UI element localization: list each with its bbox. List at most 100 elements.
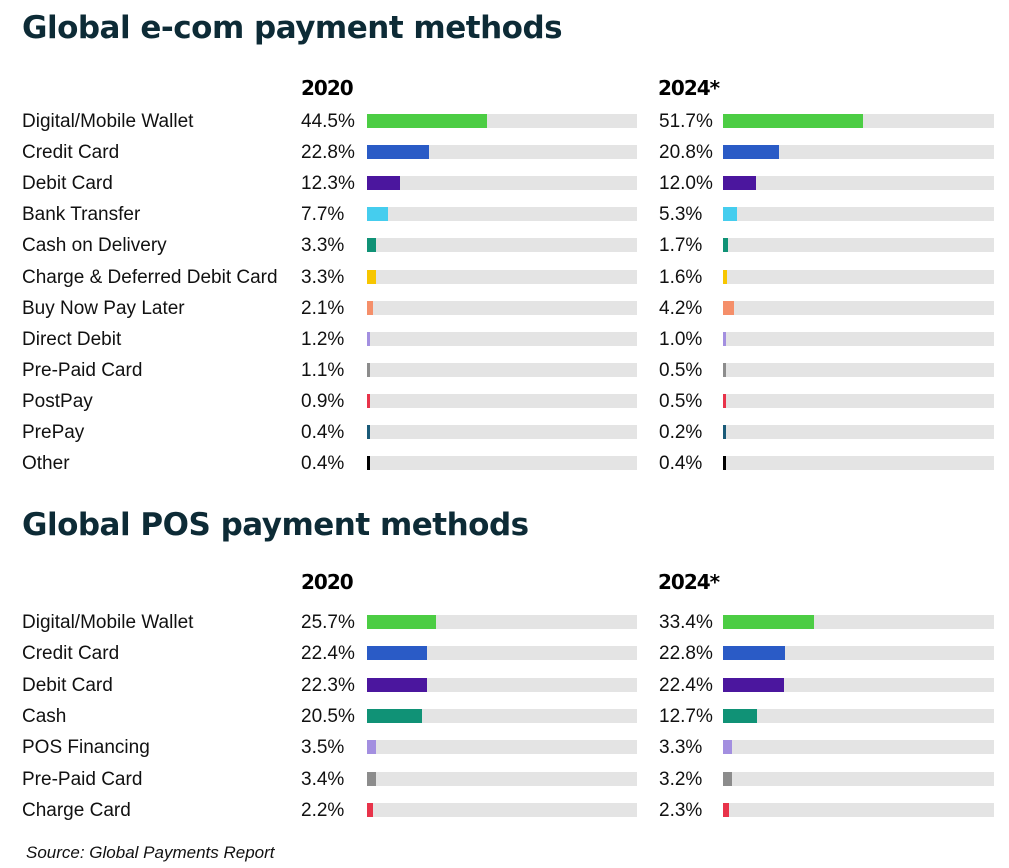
value-label: 2.3%: [659, 799, 703, 821]
value-label: 3.3%: [301, 235, 345, 257]
value-label: 3.2%: [659, 768, 703, 790]
bar-row: Digital/Mobile Wallet 44.5% 51.7%: [0, 108, 1009, 139]
value-label: 25.7%: [301, 612, 355, 633]
value-label: 0.5%: [659, 390, 703, 412]
value-label: 4.2%: [659, 297, 703, 319]
value-label: 3.4%: [301, 768, 345, 790]
bar: [367, 456, 370, 471]
bar: [723, 114, 864, 128]
value-label: 1.6%: [659, 266, 703, 288]
bar-row: Buy Now Pay Later 2.1% 4.2%: [0, 295, 1009, 326]
value-label: 3.3%: [659, 737, 703, 759]
bar-track: [723, 708, 994, 723]
bar-track: [723, 456, 994, 471]
bar-track: [367, 238, 637, 253]
bar: [367, 176, 401, 191]
bar: [367, 207, 388, 222]
bar-track: [367, 362, 637, 377]
value-label: 1.1%: [301, 359, 345, 381]
bar: [723, 802, 730, 817]
bar-row: Cash 20.5% 12.7%: [0, 703, 1009, 734]
bar-track: [723, 615, 994, 629]
bar: [723, 300, 735, 315]
value-label: 5.3%: [659, 204, 703, 226]
value-label: 0.5%: [659, 359, 703, 381]
bar-row: PostPay 0.9% 0.5%: [0, 388, 1009, 419]
bar-track: [723, 176, 994, 191]
value-label: 51.7%: [659, 111, 713, 132]
bar-row: PrePay 0.4% 0.2%: [0, 419, 1009, 450]
value-label: 22.8%: [659, 643, 713, 665]
category-label: Cash on Delivery: [22, 235, 167, 257]
value-label: 0.4%: [659, 453, 703, 475]
year-header-2024: 2024*: [658, 76, 720, 100]
bar-row: Direct Debit 1.2% 1.0%: [0, 326, 1009, 357]
bar-row: POS Financing 3.5% 3.3%: [0, 734, 1009, 765]
bar-track: [367, 425, 637, 439]
bar-track: [723, 331, 994, 346]
bar-row: Bank Transfer 7.7% 5.3%: [0, 201, 1009, 232]
value-label: 33.4%: [659, 612, 713, 633]
bar: [723, 269, 728, 284]
bar-track: [367, 615, 637, 629]
bar-track: [723, 393, 994, 408]
value-label: 0.4%: [301, 422, 345, 443]
category-label: Pre-Paid Card: [22, 768, 143, 790]
value-label: 7.7%: [301, 204, 345, 226]
bar-track: [367, 300, 637, 315]
bar-row: Credit Card 22.8% 20.8%: [0, 139, 1009, 170]
bar: [367, 677, 428, 692]
value-label: 44.5%: [301, 111, 355, 132]
bar: [367, 708, 423, 723]
bar-track: [723, 207, 994, 222]
value-label: 1.7%: [659, 235, 703, 257]
bar: [723, 425, 726, 439]
bar-row: Pre-Paid Card 1.1% 0.5%: [0, 357, 1009, 388]
bar-track: [367, 646, 637, 661]
bar: [723, 207, 738, 222]
chart-title: Global POS payment methods: [22, 507, 529, 543]
bar: [367, 114, 488, 128]
category-label: Debit Card: [22, 173, 113, 195]
bar: [367, 646, 428, 661]
category-label: PrePay: [22, 422, 85, 443]
category-label: Debit Card: [22, 674, 113, 696]
value-label: 1.0%: [659, 328, 703, 350]
bar-row: Digital/Mobile Wallet 25.7% 33.4%: [0, 609, 1009, 640]
bar: [367, 362, 370, 377]
value-label: 22.4%: [301, 643, 355, 665]
value-label: 3.5%: [301, 737, 345, 759]
bar-track: [723, 269, 994, 284]
bar-track: [367, 456, 637, 471]
value-label: 2.2%: [301, 799, 345, 821]
bar-track: [723, 114, 994, 128]
value-label: 0.2%: [659, 422, 703, 443]
bar-track: [723, 740, 994, 755]
bar-track: [723, 238, 994, 253]
bar-track: [367, 114, 637, 128]
category-label: Credit Card: [22, 643, 120, 665]
value-label: 22.4%: [659, 674, 713, 696]
bar: [723, 615, 814, 629]
category-label: Cash: [22, 705, 67, 727]
category-label: Pre-Paid Card: [22, 359, 143, 381]
value-label: 20.5%: [301, 705, 355, 727]
bar: [723, 362, 726, 377]
bar-track: [367, 802, 637, 817]
bar-track: [367, 771, 637, 786]
category-label: Digital/Mobile Wallet: [22, 111, 194, 132]
bar-track: [367, 677, 637, 692]
bar-row: Credit Card 22.4% 22.8%: [0, 640, 1009, 671]
bar-row: Pre-Paid Card 3.4% 3.2%: [0, 766, 1009, 797]
year-header-2020: 2020: [301, 76, 354, 100]
bar: [723, 677, 784, 692]
bar-track: [723, 362, 994, 377]
bar: [367, 425, 370, 439]
bar: [723, 771, 732, 786]
bar-track: [367, 393, 637, 408]
value-label: 0.9%: [301, 390, 345, 412]
bar-track: [723, 646, 994, 661]
bar-track: [367, 269, 637, 284]
year-header-2020: 2020: [301, 570, 354, 594]
category-label: Bank Transfer: [22, 204, 141, 226]
